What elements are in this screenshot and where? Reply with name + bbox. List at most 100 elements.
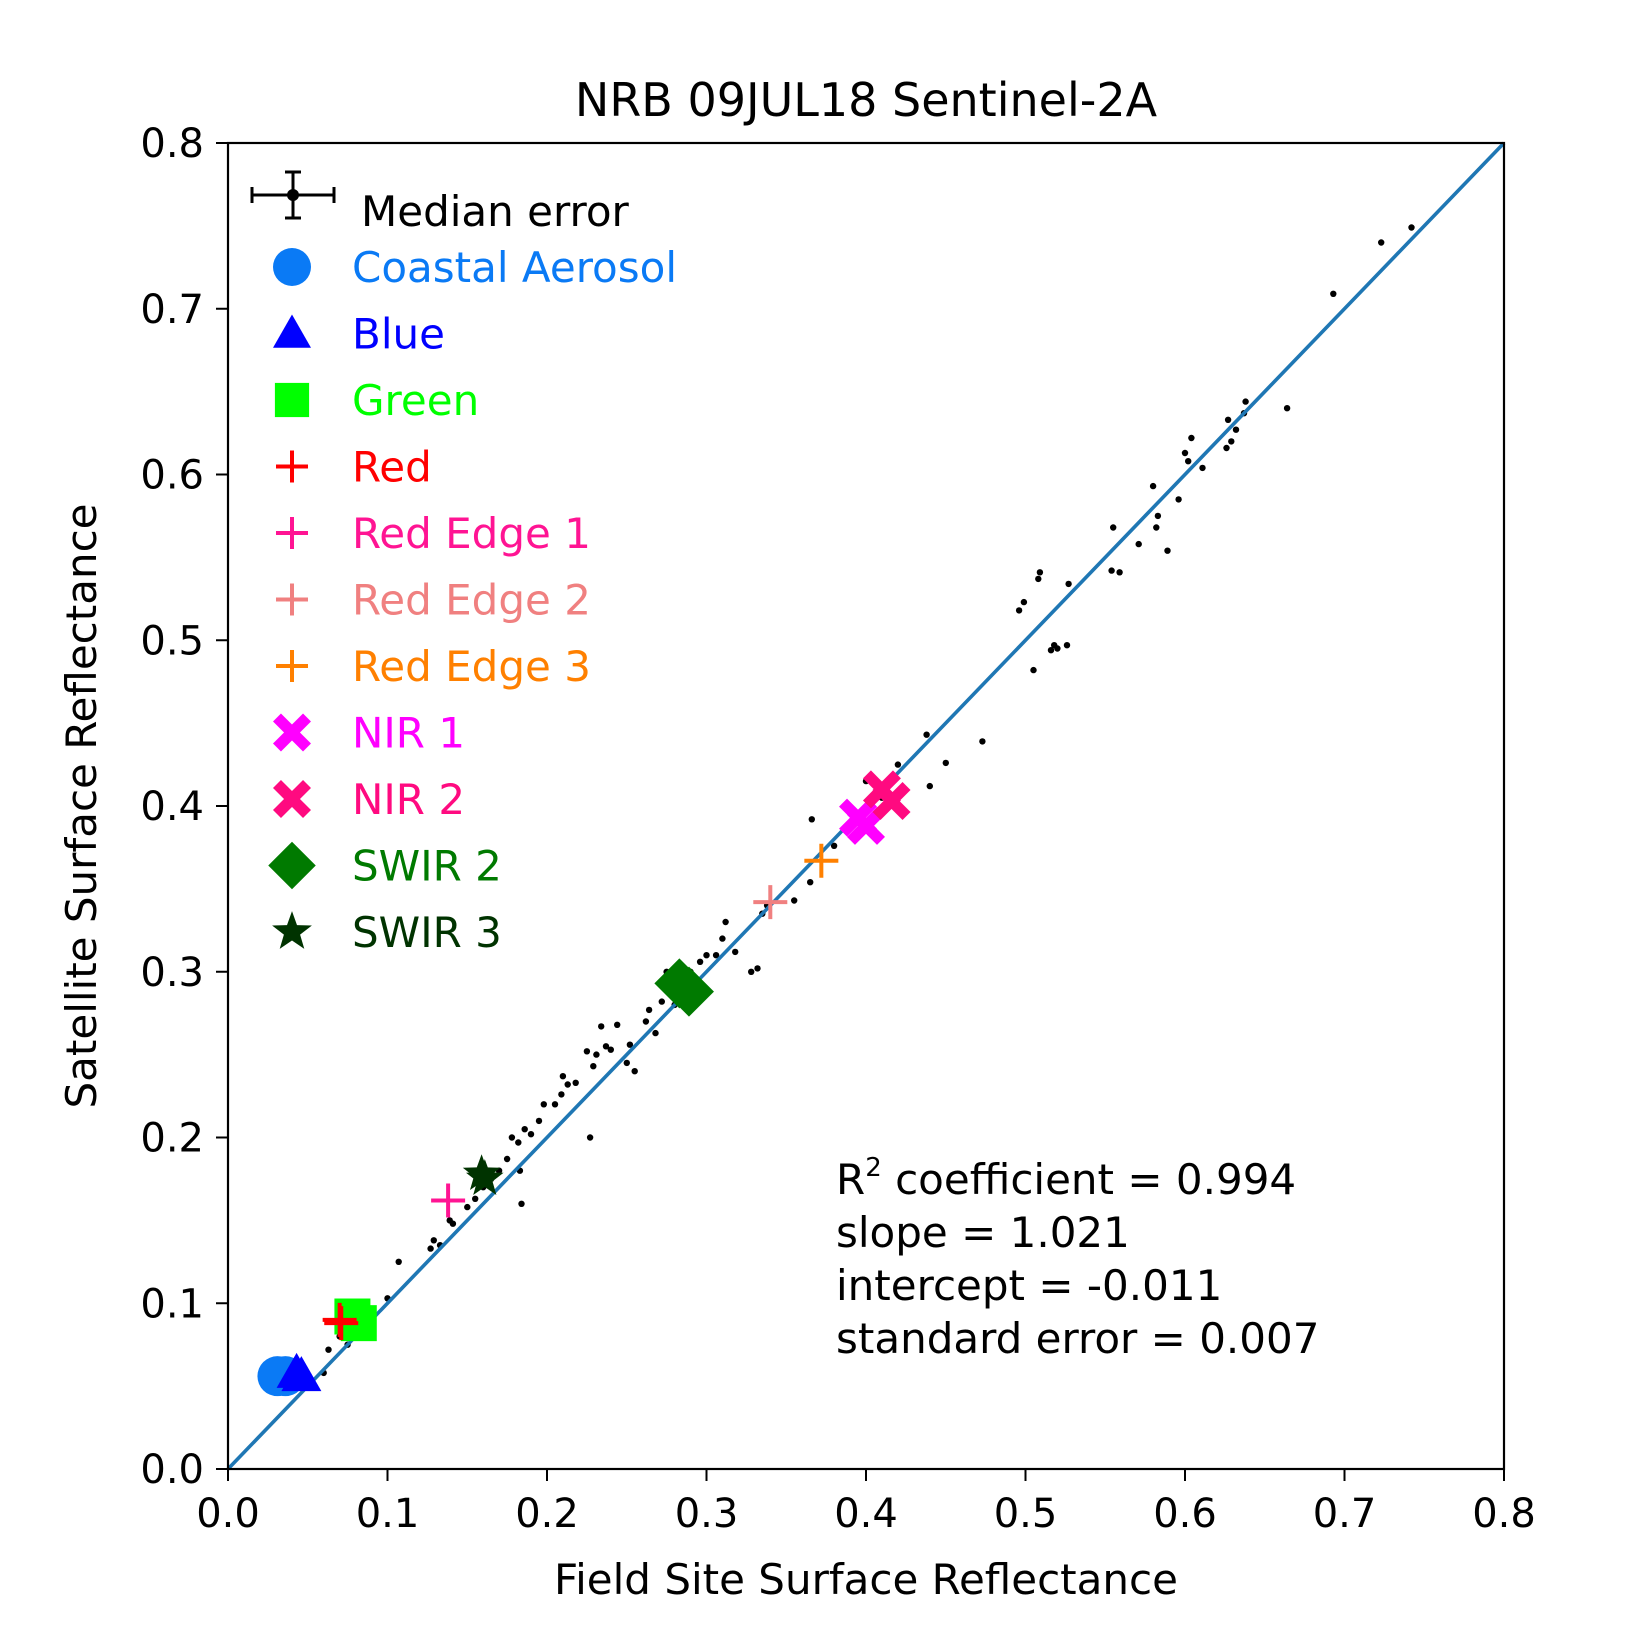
legend-entry-0: Coastal Aerosol <box>273 243 677 292</box>
x-tick-label-3: 0.3 <box>675 1491 739 1537</box>
y-tick-label-7: 0.7 <box>140 287 204 333</box>
band-marker-7-1 <box>847 806 885 845</box>
data-point-13 <box>472 1195 479 1203</box>
x-tick-label-7: 0.7 <box>1313 1491 1377 1537</box>
data-point-37 <box>607 1046 614 1053</box>
legend-entry-6: Red Edge 3 <box>276 642 591 691</box>
data-point-80 <box>1065 580 1072 588</box>
data-point-40 <box>626 1041 634 1048</box>
data-point-62 <box>830 842 838 849</box>
y-tick-label-6: 0.6 <box>140 453 204 499</box>
legend-label-7: NIR 1 <box>352 709 465 758</box>
y-tick-label-8: 0.8 <box>140 121 204 167</box>
data-point-100 <box>1283 405 1291 412</box>
data-point-29 <box>564 1081 571 1088</box>
r2-prefix: R <box>836 1155 865 1204</box>
data-point-43 <box>645 1006 653 1014</box>
legend-marker-3 <box>276 450 308 483</box>
data-point-68 <box>926 782 933 790</box>
legend-label-2: Green <box>352 376 479 425</box>
data-point-27 <box>558 1091 565 1098</box>
data-point-75 <box>1036 569 1044 576</box>
stderr-text: standard error = 0.007 <box>836 1314 1319 1363</box>
data-point-71 <box>1015 607 1023 614</box>
band-marker-1-1 <box>281 1356 322 1392</box>
data-point-88 <box>1164 547 1171 554</box>
y-axis: 0.0 0.1 0.2 0.3 0.4 0.5 0.6 0.7 0.8 <box>140 121 228 1493</box>
y-tick-label-1: 0.1 <box>140 1281 204 1327</box>
data-point-28 <box>559 1073 567 1080</box>
data-point-49 <box>696 958 704 965</box>
data-point-92 <box>1188 434 1195 442</box>
legend-entry-median-error: Median error <box>250 170 630 236</box>
data-point-59 <box>791 897 798 904</box>
x-tick-label-4: 0.4 <box>834 1491 898 1537</box>
data-point-79 <box>1063 642 1071 649</box>
stats-annotation: R2 coefficient = 0.994 slope = 1.021 int… <box>836 1153 1319 1363</box>
legend-entry-7: NIR 1 <box>273 709 465 758</box>
data-point-8 <box>430 1237 437 1244</box>
data-point-67 <box>923 731 930 738</box>
data-point-54 <box>732 948 739 956</box>
legend-label-5: Red Edge 2 <box>352 576 591 625</box>
data-point-7 <box>427 1245 434 1252</box>
legend-marker-6 <box>276 650 308 682</box>
data-point-19 <box>515 1139 522 1146</box>
data-point-70 <box>979 738 986 745</box>
legend-label-3: Red <box>352 443 432 492</box>
data-point-33 <box>590 1063 597 1070</box>
data-point-41 <box>631 1068 638 1075</box>
plot-area <box>226 141 1506 1471</box>
band-marker-4-0 <box>431 1183 466 1218</box>
legend-marker-4 <box>276 517 308 549</box>
band-marker-10-1 <box>466 1159 504 1195</box>
legend-entry-3: Red <box>276 443 432 492</box>
legend-entry-2: Green <box>274 376 479 425</box>
legend-marker-2 <box>274 382 310 418</box>
legend: Median error Coastal Aerosol Blue Green Red R… <box>250 170 677 957</box>
r2-text: R2 coefficient = 0.994 <box>836 1153 1296 1204</box>
legend-marker-5 <box>276 583 308 616</box>
band-marker-9-1 <box>663 966 714 1017</box>
legend-label-10: SWIR 3 <box>352 908 502 957</box>
data-point-60 <box>807 879 814 886</box>
data-point-84 <box>1135 540 1142 548</box>
legend-marker-1 <box>273 314 311 348</box>
data-point-17 <box>503 1155 511 1163</box>
data-point-73 <box>1030 666 1037 674</box>
data-point-93 <box>1199 464 1206 472</box>
data-point-45 <box>658 998 665 1005</box>
legend-marker-9 <box>268 841 316 890</box>
band-marker-8-1 <box>872 782 911 821</box>
legend-label-6: Red Edge 3 <box>352 642 591 691</box>
y-tick-label-2: 0.2 <box>140 1116 204 1162</box>
data-point-42 <box>642 1018 650 1025</box>
legend-label-9: SWIR 2 <box>352 842 502 891</box>
data-point-50 <box>703 952 710 959</box>
data-point-23 <box>527 1131 535 1138</box>
y-tick-label-3: 0.3 <box>140 950 204 996</box>
legend-entry-10: SWIR 3 <box>272 908 502 957</box>
data-point-89 <box>1175 496 1182 503</box>
x-axis-label: Field Site Surface Reflectance <box>554 1555 1178 1604</box>
data-point-78 <box>1054 645 1061 652</box>
x-tick-label-8: 0.8 <box>1472 1491 1536 1537</box>
legend-marker-10 <box>272 911 312 949</box>
y-tick-label-4: 0.4 <box>140 784 204 830</box>
errorbar-caps-icon <box>250 170 336 220</box>
data-point-87 <box>1154 512 1162 520</box>
data-point-24 <box>535 1117 543 1125</box>
band-marker-3-1 <box>324 1306 359 1341</box>
data-point-103 <box>1408 224 1415 231</box>
data-point-6 <box>395 1258 402 1266</box>
legend-label-median-error: Median error <box>361 187 630 236</box>
legend-label-0: Coastal Aerosol <box>352 243 677 292</box>
data-point-69 <box>942 759 949 767</box>
data-point-26 <box>551 1101 559 1108</box>
errorbar-center-icon <box>287 189 299 201</box>
data-point-86 <box>1153 524 1160 531</box>
band-marker-5-0 <box>753 885 788 920</box>
legend-label-1: Blue <box>352 310 445 359</box>
x-axis: 0.0 0.1 0.2 0.3 0.4 0.5 0.6 0.7 0.8 <box>196 1469 1536 1537</box>
data-point-74 <box>1035 575 1042 583</box>
